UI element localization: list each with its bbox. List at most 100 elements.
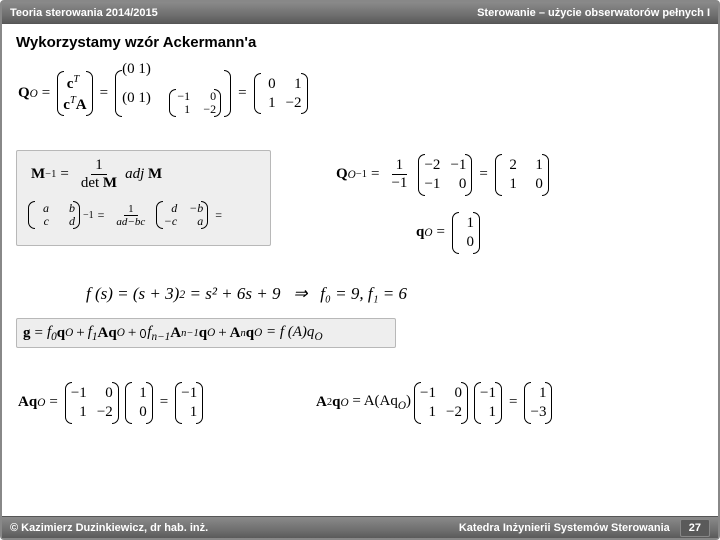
eqg: = [49,394,57,411]
i22: −2 [200,103,216,116]
An: A [230,325,241,342]
frac-neg1: 1 −1 [387,157,411,192]
g: g [23,325,31,342]
Msup: −1 [45,169,56,180]
i12: 0 [200,90,216,103]
ge: = [35,325,43,342]
footer-right: Katedra Inżynierii Systemów Sterowania [459,522,670,534]
grhs: = f (A)q [266,324,314,340]
eq-qo-inv: QO−1 = 1 −1 −2−1 −10 = 21 10 [336,154,552,196]
p1: + [76,325,84,342]
header-right: Sterowanie – użycie obserwatorów pełnych… [477,7,710,19]
bb: b [59,202,75,215]
equals-3: = [238,85,246,102]
gq0s: O [65,327,73,339]
eq-a2qo: A2 qO = A(AqO) −10 1−2 −1 1 = 1 −3 [316,382,555,424]
equals: = [42,85,50,102]
av2: 0 [131,403,147,422]
rq11: 2 [501,156,517,175]
mat-comp: (0 1) (0 1) −10 1−2 [115,70,231,117]
c1sup: T [73,74,79,85]
r11: 0 [260,75,276,94]
eqh: = [160,394,168,411]
mat-result1: 01 1−2 [254,73,308,115]
eq-2x2inv: ab cd −1 = 1 ad−bc d−b −ca = [25,201,226,229]
b11: −1 [420,384,436,403]
mat-a2qo1: −1 0 1 −2 [414,382,468,424]
mat-qi2: 21 10 [495,154,549,196]
q22: 0 [450,175,466,194]
rq22: 0 [527,175,543,194]
mat-aqo3: −1 1 [175,382,203,424]
formula-box-minv: M−1 = 1 det M adj M ab cd −1 = 1 ad−bc [16,150,271,246]
fssq: 2 [179,287,185,302]
top-pair: (0 1) [122,61,151,77]
A2qs: O [340,397,348,409]
A2q: q [332,394,340,411]
q11: −2 [424,156,440,175]
eq-minv: M−1 = 1 det M adj M [31,157,162,192]
qvs: O [424,227,432,239]
qv2: 0 [458,233,474,252]
a22: −2 [97,403,113,422]
An1: A [170,325,181,342]
dabc: d−b −ca [156,201,208,229]
r21: 1 [260,94,276,113]
gqn1: q [199,325,207,342]
sym-Q-sub: O [30,88,38,100]
fd: ad−bc [112,216,149,228]
eqf: = [436,224,444,241]
mat-qo: 1 0 [452,212,480,254]
qv: q [416,224,424,241]
mat-qi1: −2−1 −10 [418,154,472,196]
q21: −1 [424,175,440,194]
cA: A [76,97,87,113]
equals-2: = [100,85,108,102]
p2: + [128,325,136,342]
mat-cT: cT cTA [57,71,92,117]
Aq: Aq [18,394,37,411]
a21: 1 [71,403,87,422]
footer-left: © Kazimierz Duzinkiewicz, dr hab. inż. [10,522,208,534]
av1: 1 [131,384,147,403]
gq1s: O [117,327,125,339]
fsr: = s² + 6s + 9 [190,284,281,304]
ellipsis-icon [140,329,146,338]
b12: 0 [446,384,462,403]
eq-fs: f (s) = (s + 3)2 = s² + 6s + 9 ⇒ f₀ = 9,… [86,284,407,304]
i11: −1 [174,90,190,103]
gqn1s: O [207,327,215,339]
bd: d [59,215,75,228]
M: M [31,166,45,183]
denM: M [103,175,117,191]
fd2: −1 [387,175,411,192]
num1: 1 [91,157,107,175]
eq-b: = [98,208,105,223]
adj: adj [125,166,144,183]
b22: −2 [446,403,462,422]
eq-c: = [215,208,222,223]
fn2: 1 [392,157,408,175]
A2: A [316,394,327,411]
det: det [81,175,99,191]
Qi: Q [336,166,348,183]
inner-mat: −10 1−2 [169,89,221,117]
eqd: = [371,166,379,183]
rq21: 1 [501,175,517,194]
sym-Q: Q [18,85,30,102]
fn: 1 [124,203,138,216]
footer-bar: © Kazimierz Duzinkiewicz, dr hab. inż. K… [2,516,718,538]
slide-subtitle: Wykorzystamy wzór Ackermann'a [16,34,256,51]
A1: A [98,325,109,342]
gqn: q [246,325,254,342]
A2ms: O [398,400,406,412]
Qisup: −1 [356,169,367,180]
gq1: q [108,325,116,342]
br1: 1 [530,384,546,403]
eq-aqo: AqO = −10 1−2 1 0 = −1 1 [18,382,206,424]
header-bar: Teoria sterowania 2014/2015 Sterowanie –… [2,2,718,24]
eq-qo-vec: qO = 1 0 [416,212,483,254]
eq-a: = [60,166,68,183]
b21: 1 [420,403,436,422]
page-number: 27 [680,519,710,537]
